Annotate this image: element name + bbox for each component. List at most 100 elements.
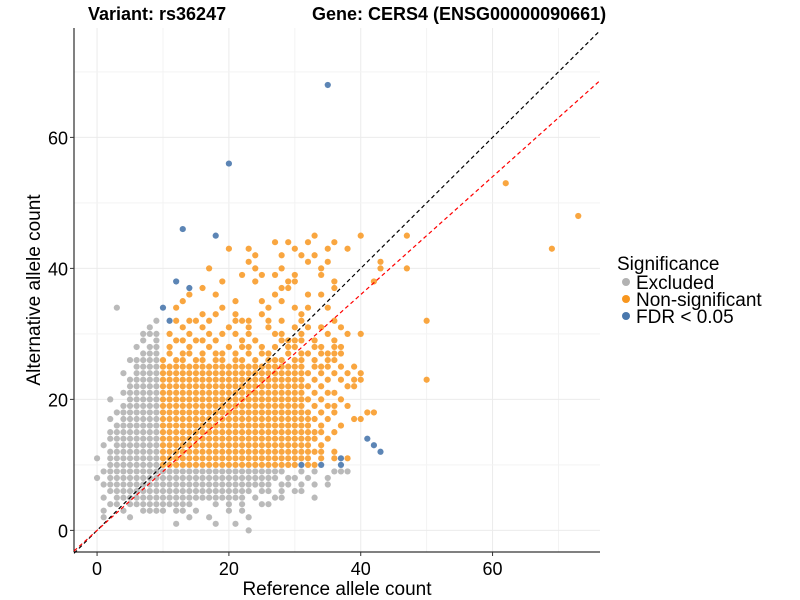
data-point <box>258 474 265 482</box>
data-point <box>265 376 272 383</box>
data-point <box>271 422 279 429</box>
data-point <box>166 494 173 501</box>
data-point <box>120 494 127 501</box>
data-point <box>357 415 364 423</box>
data-point <box>206 370 213 377</box>
data-point <box>377 448 384 455</box>
data-point <box>278 429 285 436</box>
data-point <box>192 474 200 482</box>
data-point <box>265 501 272 508</box>
data-point <box>219 409 226 416</box>
data-point <box>179 501 186 508</box>
data-point <box>186 343 193 351</box>
data-point <box>212 402 219 410</box>
data-point <box>337 324 345 331</box>
data-point <box>265 455 272 462</box>
data-point <box>324 363 331 370</box>
data-point <box>199 461 206 468</box>
x-axis-label: Reference allele count <box>242 579 432 600</box>
data-point <box>173 442 180 449</box>
data-point <box>298 389 305 396</box>
data-point <box>298 429 305 436</box>
legend: Significance Excluded Non-significant FD… <box>617 254 762 328</box>
data-point <box>245 527 252 534</box>
data-point <box>186 284 193 292</box>
data-point <box>206 265 213 272</box>
data-point <box>166 330 173 337</box>
data-point <box>298 468 305 475</box>
data-point <box>271 494 279 501</box>
data-point <box>245 422 252 429</box>
data-point <box>179 487 186 495</box>
data-point <box>133 343 140 351</box>
data-point <box>212 415 219 423</box>
data-point <box>179 324 186 331</box>
data-point <box>120 422 127 429</box>
data-point <box>337 422 345 429</box>
data-point <box>232 317 239 324</box>
data-point <box>206 448 213 455</box>
data-point <box>219 396 226 403</box>
data-point <box>324 376 331 383</box>
data-point <box>318 429 325 436</box>
data-point <box>311 429 318 436</box>
data-point <box>285 383 292 390</box>
data-point <box>219 304 226 311</box>
data-point <box>219 455 226 462</box>
data-point <box>337 363 345 370</box>
data-point <box>199 324 206 331</box>
data-point <box>146 376 153 383</box>
data-point <box>159 501 167 508</box>
data-point <box>285 343 292 351</box>
data-point <box>291 422 298 429</box>
data-point <box>285 474 292 482</box>
data-point <box>245 429 252 436</box>
data-point <box>344 468 351 475</box>
data-point <box>146 356 153 364</box>
data-point <box>166 487 173 495</box>
data-point <box>311 376 318 383</box>
data-point <box>291 461 298 468</box>
data-point <box>199 396 206 403</box>
data-point <box>252 363 259 370</box>
data-point <box>179 337 186 344</box>
data-point <box>311 461 318 468</box>
data-point <box>206 468 213 475</box>
data-point <box>311 343 318 351</box>
data-point <box>159 481 167 488</box>
grid <box>74 28 600 552</box>
data-point <box>370 278 378 285</box>
data-point <box>291 487 298 495</box>
data-point <box>219 330 226 337</box>
data-point <box>126 514 134 521</box>
data-point <box>192 396 200 403</box>
data-point <box>173 304 180 311</box>
data-point <box>252 396 259 403</box>
data-point <box>219 461 226 468</box>
data-point <box>153 422 160 429</box>
data-point <box>107 429 114 436</box>
data-point <box>146 363 153 370</box>
data-point <box>212 501 219 508</box>
data-point <box>107 501 114 508</box>
data-point <box>192 468 200 475</box>
data-point <box>219 481 226 488</box>
data-point <box>258 370 265 377</box>
data-point <box>318 343 325 351</box>
data-point <box>212 232 219 239</box>
data-point <box>133 363 140 370</box>
data-point <box>324 350 331 357</box>
data-point <box>318 350 325 357</box>
data-point <box>113 422 120 429</box>
data-point <box>265 363 272 370</box>
data-point <box>238 343 246 351</box>
data-point <box>285 448 292 455</box>
data-point <box>113 448 120 455</box>
data-point <box>186 514 193 521</box>
data-point <box>278 415 285 423</box>
data-point <box>377 258 384 265</box>
data-point <box>192 389 200 396</box>
data-point <box>331 409 338 416</box>
data-point <box>252 402 259 410</box>
data-point <box>212 363 219 370</box>
